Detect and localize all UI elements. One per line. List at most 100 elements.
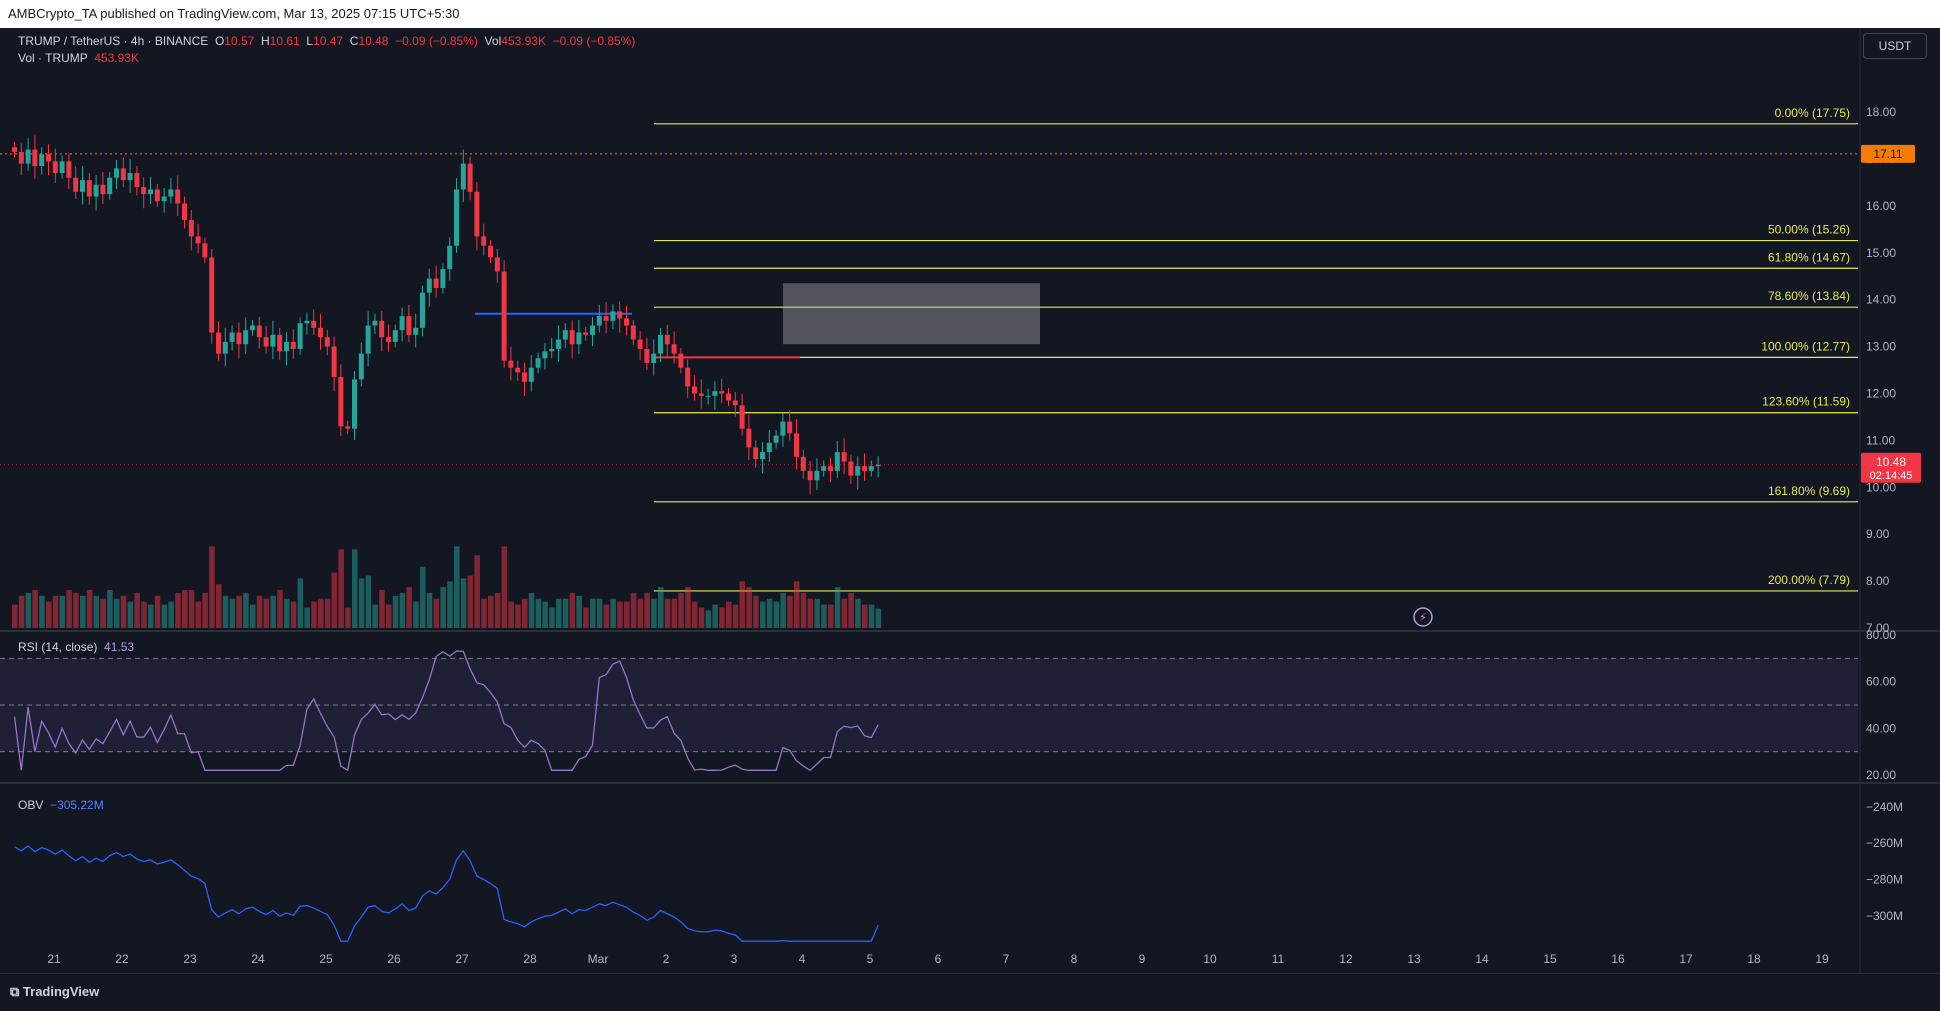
volume-bar [209,546,215,628]
obv-legend[interactable]: OBV −305.22M [18,798,104,812]
candle-body [134,173,140,188]
candle-body [175,189,181,204]
candle-body [576,332,582,345]
candle-body [127,173,133,181]
rsi-label: RSI (14, close) [18,640,98,654]
volume-bar [127,601,134,628]
candle-body [426,278,432,293]
volume-bar [501,546,508,628]
candle-body [440,269,446,288]
volume-bar [515,604,521,628]
volume-bar [651,598,657,628]
volume-bar [590,598,596,628]
candle-body [821,466,827,471]
volume-bar [318,598,324,628]
volume-bar [460,578,467,628]
candle-body [161,196,167,202]
time-axis-tick: 14 [1475,952,1489,966]
volume-bar [828,604,834,628]
candle-body [549,348,555,352]
volume-bar [542,601,548,628]
candle-body [168,189,174,197]
volume-series-value: 453.93K [94,51,139,65]
candle-body [556,339,561,349]
fib-level-label: 61.80% (14.67) [1768,250,1850,264]
candle-body [726,393,731,401]
publish-header: AMBCrypto_TA published on TradingView.co… [0,0,1940,28]
candle-body [773,435,779,443]
volume-series-label: Vol · TRUMP [18,51,88,65]
reference-price-label: 17.11 [1873,147,1902,161]
candle-body [610,311,616,321]
candle-body [494,257,500,272]
volume-bar [658,587,664,628]
volume-bar [732,604,739,628]
candle-body [875,464,881,467]
candle-body [508,360,514,368]
price-axis-tick: 7.00 [1866,621,1890,635]
volume-bar [148,604,154,628]
time-axis-tick: 19 [1815,952,1829,966]
volume-bar [32,590,38,628]
volume-bar [154,595,161,628]
volume-bar [18,595,25,628]
volume-bar [800,592,807,628]
volume-bar [120,595,127,628]
close-label: C [349,34,359,48]
high-value: 10.61 [269,34,300,48]
time-axis-tick: 5 [867,952,874,966]
candle-body [420,292,425,328]
candle-body [243,330,249,345]
volume-bar [834,587,841,628]
tradingview-brand[interactable]: ⧉ TradingView [10,984,99,1000]
volume-bar [263,598,270,628]
volume-bar [821,604,827,628]
volume-bar [794,581,800,628]
volume-bar [256,595,263,628]
candle-body [596,316,602,326]
volume-legend[interactable]: Vol · TRUMP 453.93K [18,51,139,65]
candle-body [216,332,221,354]
volume-bar [93,595,100,628]
volume-bar [188,590,195,628]
rsi-legend[interactable]: RSI (14, close) 41.53 [18,640,134,654]
candle-body [454,189,459,246]
candle-body [712,391,718,396]
candle-body [318,327,323,338]
time-axis-tick: 3 [731,952,738,966]
volume-bar [848,592,854,628]
volume-bar [671,598,678,628]
candle-body [685,367,691,387]
candle-body [120,168,126,181]
volume-bar [392,595,399,628]
currency-button[interactable]: USDT [1863,33,1927,59]
volume-bar [522,598,528,628]
volume-bar [535,598,542,628]
volume-bar [270,595,276,628]
time-axis-tick: 4 [799,952,806,966]
candle-body [814,470,820,481]
volume-bar [685,587,691,628]
volume-bar [814,598,820,628]
rsi-axis-tick: 40.00 [1866,721,1896,735]
candle-body [862,466,867,471]
candle-body [80,180,85,192]
ohlc-legend[interactable]: TRUMP / TetherUS · 4h · BINANCE O10.57 H… [18,34,635,48]
candle-body [664,334,670,345]
candle-body [501,271,507,361]
volume-bar [440,587,446,628]
candle-body [379,320,385,338]
volume-bar [630,592,637,628]
volume-bar [556,598,562,628]
time-axis-tick: 25 [319,952,333,966]
candle-body [678,353,684,368]
chart-canvas[interactable]: 18.0017.0016.0015.0014.0013.0012.0011.00… [0,0,1940,973]
chart-area[interactable] [0,28,1940,973]
candle-body [515,367,521,373]
symbol-label[interactable]: TRUMP / TetherUS · 4h · BINANCE [18,34,209,48]
volume-bar [603,604,610,628]
volume-bar [379,590,385,628]
time-axis-tick: 8 [1071,952,1078,966]
candle-body [447,245,453,270]
candle-body [297,323,303,349]
